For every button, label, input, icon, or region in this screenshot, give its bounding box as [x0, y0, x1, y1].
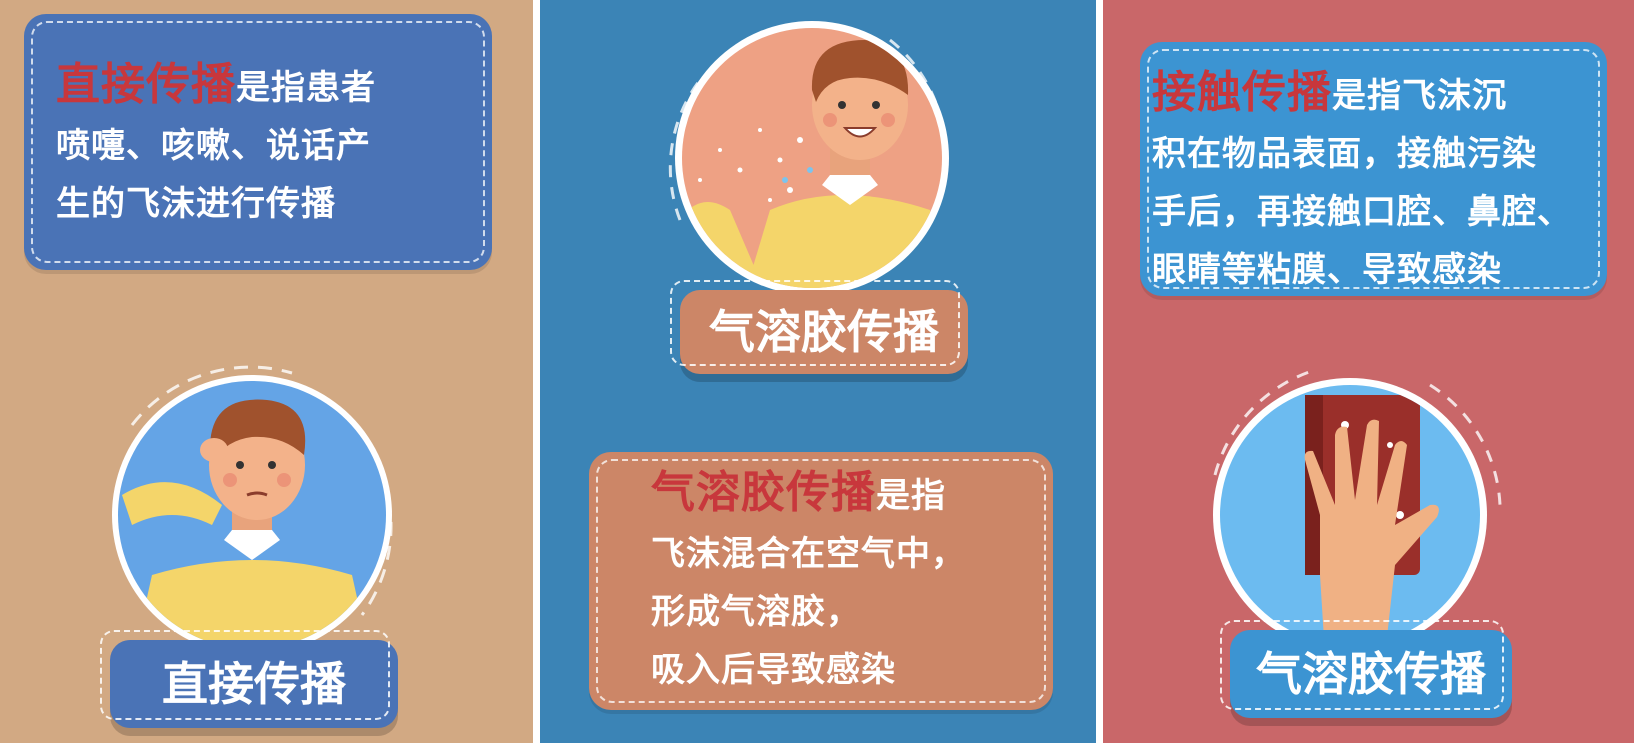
- direct-transmission-card: 直接传播是指患者 喷嚏、咳嗽、说话产 生的飞沫进行传播: [24, 14, 492, 270]
- card-highlight: 直接传播: [56, 59, 236, 110]
- contact-transmission-tag: 气溶胶传播: [1220, 620, 1512, 718]
- person-sneezing-icon: [640, 20, 970, 310]
- card-highlight: 气溶胶传播: [651, 467, 876, 518]
- card-line: 积在物品表面，接触污染: [1152, 134, 1537, 174]
- card-line: 是指患者: [236, 68, 376, 108]
- hand-on-book-icon: [1195, 365, 1525, 655]
- card-line: 是指飞沫沉: [1332, 76, 1507, 116]
- card-line: 手后，再接触口腔、鼻腔、: [1152, 192, 1572, 232]
- direct-transmission-text: 直接传播是指患者 喷嚏、咳嗽、说话产 生的飞沫进行传播: [56, 56, 476, 233]
- aerosol-transmission-card: 气溶胶传播是指 飞沫混合在空气中， 形成气溶胶， 吸入后导致感染: [589, 452, 1053, 710]
- card-line: 生的飞沫进行传播: [56, 184, 336, 224]
- aerosol-transmission-tag: 气溶胶传播: [670, 280, 968, 374]
- card-line: 眼睛等粘膜、导致感染: [1152, 250, 1502, 290]
- aerosol-transmission-text: 气溶胶传播是指 飞沫混合在空气中， 形成气溶胶， 吸入后导致感染: [651, 464, 1041, 699]
- contact-transmission-card: 接触传播是指飞沫沉 积在物品表面，接触污染 手后，再接触口腔、鼻腔、 眼睛等粘膜…: [1140, 42, 1607, 296]
- person-scratching-head-icon: [92, 365, 422, 665]
- card-line: 吸入后导致感染: [651, 650, 896, 690]
- card-highlight: 接触传播: [1152, 67, 1332, 118]
- card-line: 飞沫混合在空气中，: [651, 534, 966, 574]
- contact-transmission-text: 接触传播是指飞沫沉 积在物品表面，接触污染 手后，再接触口腔、鼻腔、 眼睛等粘膜…: [1152, 64, 1602, 299]
- card-line: 喷嚏、咳嗽、说话产: [56, 126, 371, 166]
- card-line: 形成气溶胶，: [651, 592, 861, 632]
- card-line: 是指: [876, 476, 946, 516]
- direct-transmission-tag: 直接传播: [100, 630, 398, 728]
